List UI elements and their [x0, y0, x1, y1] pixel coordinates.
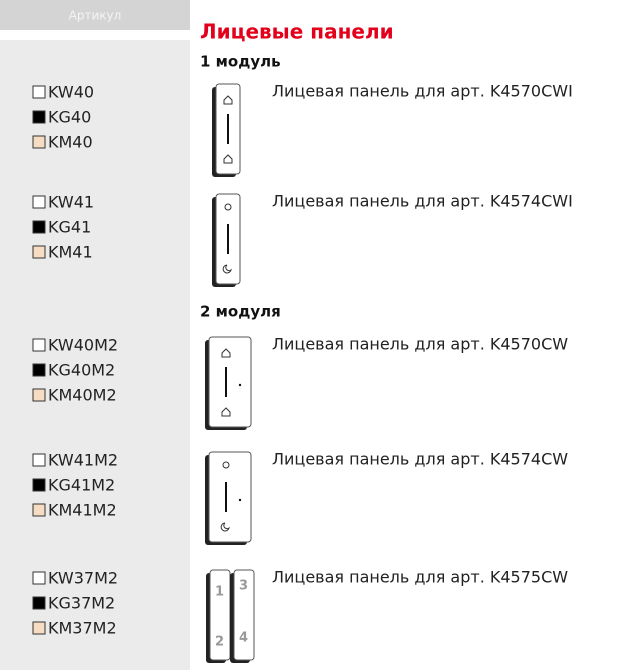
- article-code: KG41M2: [48, 476, 115, 495]
- color-swatch: [32, 363, 46, 377]
- panel-number: 4: [239, 631, 248, 646]
- color-swatch: [32, 195, 46, 209]
- item: KW41 KG41 KM41 Лицевая панель для арт. K457…: [32, 192, 573, 287]
- color-swatch: [32, 338, 46, 352]
- article-code: KM41: [48, 243, 93, 262]
- color-swatch: [32, 596, 46, 610]
- column-label: Артикул: [69, 9, 122, 23]
- section-title: 1 модуль: [200, 53, 281, 71]
- color-swatch: [32, 85, 46, 99]
- title: Лицевые панели: [200, 20, 394, 44]
- panel-led: [238, 498, 242, 502]
- description: Лицевая панель для арт. K4575CW: [272, 568, 568, 587]
- color-swatch: [32, 503, 46, 517]
- icon-sun: [222, 461, 230, 469]
- icon-sun: [224, 203, 232, 211]
- panel-number: 1: [215, 585, 224, 600]
- article-code: KG40: [48, 108, 91, 127]
- color-swatch: [32, 220, 46, 234]
- article-code: KW41M2: [48, 451, 118, 470]
- color-swatch: [32, 453, 46, 467]
- color-swatch: [32, 478, 46, 492]
- color-swatch: [32, 110, 46, 124]
- article-code: KG41: [48, 218, 91, 237]
- panel: [208, 336, 252, 428]
- icon-moon: [220, 522, 230, 532]
- color-swatch: [32, 388, 46, 402]
- article-code: KW37M2: [48, 569, 118, 588]
- article-code: KM40M2: [48, 386, 117, 405]
- panel: [208, 451, 252, 543]
- icon-home: [221, 348, 231, 417]
- description: Лицевая панель для арт. K4574CW: [272, 450, 568, 469]
- icon-moon: [222, 264, 232, 274]
- article-code: KW40: [48, 83, 94, 102]
- description: Лицевая панель для арт. K4570CWI: [272, 82, 573, 101]
- article-code: KM40: [48, 133, 93, 152]
- panel: [233, 569, 255, 661]
- article-code: KW41: [48, 193, 94, 212]
- color-swatch: [32, 245, 46, 259]
- header-bar: [0, 0, 190, 30]
- article-code: KG37M2: [48, 594, 115, 613]
- article-code: KM37M2: [48, 619, 117, 638]
- section-title: 2 модуля: [200, 303, 281, 321]
- item: KW40M2 KG40M2 KM40M2 Лицевая панель для арт…: [32, 335, 568, 430]
- code-column: [0, 40, 190, 670]
- article-code: KM41M2: [48, 501, 117, 520]
- color-swatch: [32, 621, 46, 635]
- panel-number: 3: [239, 579, 248, 594]
- item: KW41M2 KG41M2 KM41M2 Лицевая панель для арт…: [32, 450, 568, 545]
- article-code: KW40M2: [48, 336, 118, 355]
- description: Лицевая панель для арт. K4570CW: [272, 335, 568, 354]
- panel-led: [238, 383, 242, 387]
- color-swatch: [32, 135, 46, 149]
- description: Лицевая панель для арт. K4574CWI: [272, 192, 573, 211]
- item: KW37M2 KG37M2 KM37M2 Лицевая панель для арт…: [32, 568, 568, 663]
- color-swatch: [32, 571, 46, 585]
- article-code: KG40M2: [48, 361, 115, 380]
- panel-number: 2: [215, 635, 224, 650]
- icon-home: [223, 95, 233, 164]
- item: KW40 KG40 KM40 Лицевая панель для арт. K457…: [32, 82, 573, 177]
